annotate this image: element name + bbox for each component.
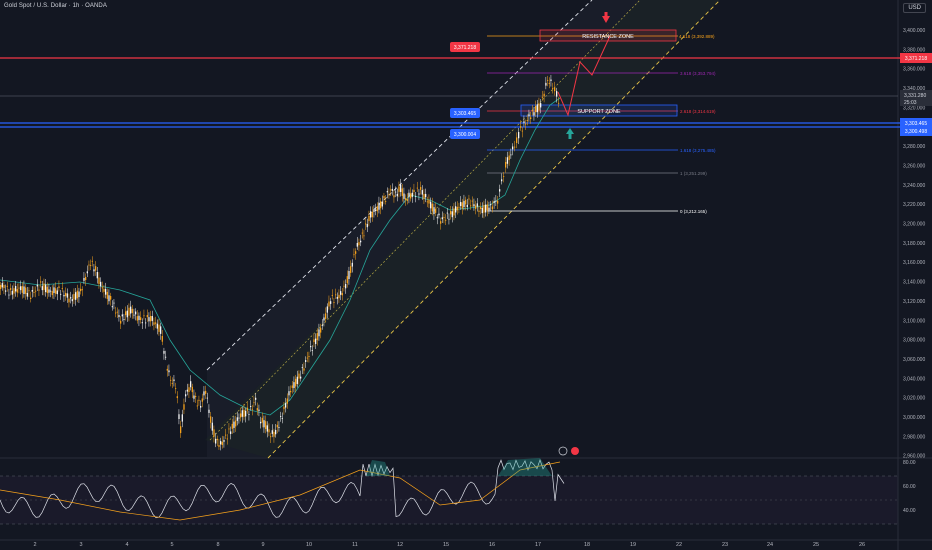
symbol-title: Gold Spot / U.S. Dollar · 1h · OANDA (4, 3, 107, 9)
resistance-price-text: 3,371.218 (905, 56, 927, 62)
time-axis-label: 5 (170, 542, 173, 548)
support-zone[interactable] (520, 104, 678, 117)
currency-button[interactable]: USD (903, 3, 926, 13)
price-axis-label: 3,320.000 (903, 105, 925, 111)
rsi-line[interactable] (0, 458, 565, 519)
current-price-text: 3,331.280 (904, 93, 926, 99)
left-red-tag (450, 42, 480, 52)
price-axis-label: 3,360.000 (903, 67, 925, 73)
time-axis-label: 24 (767, 542, 773, 548)
down-arrow-icon (602, 16, 610, 23)
up-arrow-icon (566, 128, 574, 134)
time-axis-label: 23 (722, 542, 728, 548)
channel-lower-line[interactable] (267, 0, 721, 459)
time-axis-label: 10 (306, 542, 312, 548)
price-axis-label: 3,280.000 (903, 144, 925, 150)
candlesticks[interactable] (0, 74, 560, 451)
price-axis-label: 2,980.000 (903, 434, 925, 440)
fib-level-label: 2.618 (3,314.619) (680, 109, 716, 114)
price-axis-label: 3,200.000 (903, 222, 925, 228)
price-axis-label: 3,040.000 (903, 376, 925, 382)
price-axis-label: 3,160.000 (903, 260, 925, 266)
price-axis-label: 3,340.000 (903, 86, 925, 92)
time-axis-label: 11 (352, 542, 358, 548)
projection-path[interactable] (557, 35, 611, 117)
fib-level-label: 1 (3,251.299) (680, 171, 707, 176)
left-blue-tag-upper (450, 108, 480, 118)
blue-lower-text: 3,300.498 (905, 129, 927, 135)
price-axis-label: 3,060.000 (903, 357, 925, 363)
time-axis-label: 9 (261, 542, 264, 548)
price-axis-label: 3,400.000 (903, 28, 925, 34)
price-axis-label: 3,140.000 (903, 280, 925, 286)
rsi-axis-label: 80.00 (903, 460, 916, 466)
fib-level-label: 1.618 (3,275.485) (680, 148, 716, 153)
time-axis-label: 18 (584, 542, 590, 548)
price-axis-label: 3,240.000 (903, 183, 925, 189)
time-axis-label: 4 (125, 542, 128, 548)
time-axis-label: 22 (676, 542, 682, 548)
time-axis-label: 3 (79, 542, 82, 548)
price-axis-label: 2,960.000 (903, 454, 925, 460)
price-axis-label: 3,260.000 (903, 163, 925, 169)
alert-icon[interactable] (558, 446, 568, 456)
channel-fill (207, 0, 720, 458)
current-price-tag (900, 90, 932, 106)
fib-tool[interactable] (487, 35, 678, 212)
blue-upper-text: 3,303.465 (905, 121, 927, 127)
moving-average-line[interactable] (0, 97, 561, 416)
price-axis-label: 3,180.000 (903, 241, 925, 247)
time-axis-label: 2 (33, 542, 36, 548)
time-axis-label: 12 (397, 542, 403, 548)
channel-upper-line[interactable] (206, 0, 593, 371)
time-axis-label: 25 (813, 542, 819, 548)
left-blue-lower-text: 3,300.004 (454, 132, 476, 138)
resistance-zone-label: RESISTANCE ZONE (582, 34, 634, 40)
rsi-band (0, 476, 898, 524)
price-axis-label: 3,080.000 (903, 338, 925, 344)
rsi-ma-line[interactable] (0, 461, 561, 521)
rsi-axis-label: 40.00 (903, 508, 916, 514)
rsi-axis-label: 60.00 (903, 484, 916, 490)
time-axis-label: 8 (216, 542, 219, 548)
price-axis-label: 3,120.000 (903, 299, 925, 305)
fib-level-label: 3.618 (3,353.794) (680, 71, 716, 76)
flag-icon[interactable] (571, 447, 579, 455)
price-axis-label: 3,380.000 (903, 47, 925, 53)
left-blue-upper-text: 3,303.465 (454, 111, 476, 117)
left-red-text: 3,371.218 (454, 45, 476, 51)
time-axis-label: 16 (489, 542, 495, 548)
blue-price-tag-upper (900, 118, 932, 127)
price-axis-label: 3,220.000 (903, 202, 925, 208)
resistance-price-tag (900, 53, 932, 63)
time-axis-label: 19 (630, 542, 636, 548)
fib-level-label: 0 (3,212.165) (680, 209, 707, 214)
blue-price-tag-lower (900, 127, 932, 136)
fib-level-label: 4.618 (3,392.889) (679, 34, 715, 39)
countdown-text: 25:03 (904, 100, 917, 106)
price-axis-label: 3,000.000 (903, 415, 925, 421)
price-axis-label: 3,020.000 (903, 396, 925, 402)
support-zone-label: SUPPORT ZONE (577, 109, 621, 115)
left-blue-tag-lower (450, 129, 480, 139)
price-axis-label: 3,100.000 (903, 318, 925, 324)
time-axis-label: 26 (859, 542, 865, 548)
time-axis-label: 15 (443, 542, 449, 548)
time-axis-label: 17 (535, 542, 541, 548)
